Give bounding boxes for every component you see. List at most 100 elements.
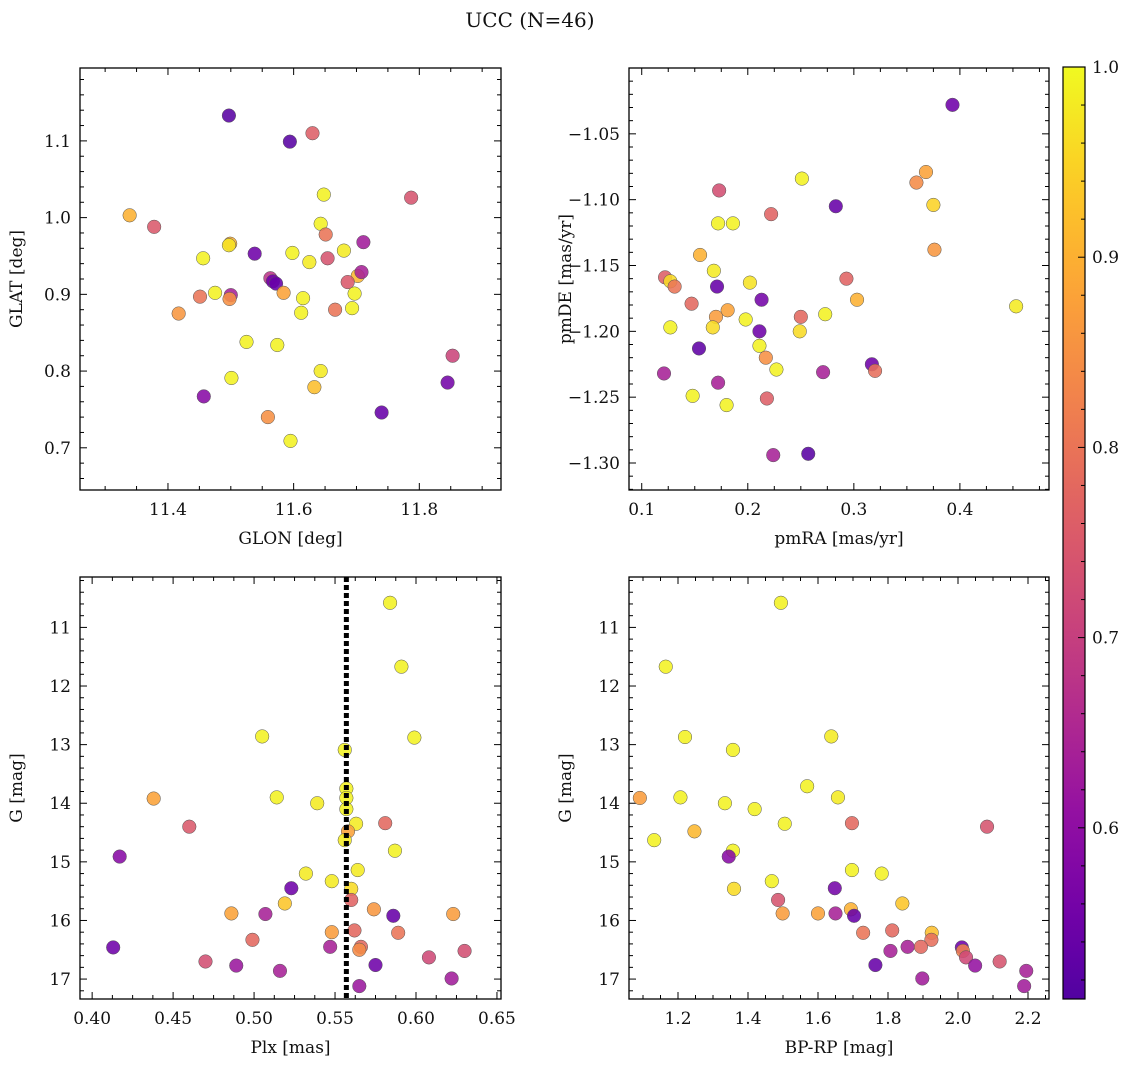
scatter-point (345, 301, 360, 316)
scatter-point (706, 263, 721, 278)
scatter-point (844, 816, 860, 831)
y-tick-label: −1.10 (568, 191, 620, 211)
scatter-point (284, 881, 299, 896)
scatter-point (685, 388, 700, 403)
x-tick-label: 2.0 (944, 1009, 971, 1029)
scatter-points (632, 595, 1034, 994)
scatter-point (927, 242, 942, 257)
scatter-point (239, 334, 254, 349)
scatter-point (310, 796, 325, 811)
scatter-point (677, 729, 693, 745)
scatter-point (771, 892, 786, 907)
scatter-point (691, 341, 707, 356)
y-tick-label: 16 (598, 911, 620, 931)
figure-title: UCC (N=46) (465, 8, 594, 32)
scatter-point (656, 366, 672, 381)
scatter-point (269, 790, 284, 805)
scatter-point (874, 866, 889, 881)
scatter-point (316, 187, 331, 202)
scatter-point (752, 338, 767, 353)
plot-frame (628, 576, 1050, 1000)
scatter-point (457, 943, 472, 958)
scatter-point (725, 216, 740, 231)
scatter-point (354, 265, 369, 280)
scatter-point (112, 849, 127, 864)
scatter-point (277, 896, 292, 911)
scatter-point (764, 207, 779, 222)
scatter-point (122, 208, 137, 223)
scatter-point (407, 730, 422, 745)
scatter-point (793, 309, 808, 324)
scatter-point (328, 302, 343, 317)
y-tick-label: 11 (49, 618, 71, 638)
scatter-point (764, 874, 779, 889)
y-axis-label: G [mag] (7, 753, 27, 822)
x-axis-label: pmRA [mas/yr] (774, 529, 903, 549)
scatter-point (647, 833, 662, 848)
scatter-point (709, 279, 725, 294)
scatter-point (198, 954, 213, 969)
x-tick-label: 0.45 (154, 1009, 192, 1029)
panel-glon_glat: 11.4 11.6 11.8 0.7 0.8 0.9 1.0 1.1 GLON [deg] GLA… (7, 67, 502, 549)
scatter-point (1017, 979, 1032, 994)
scatter-point (849, 292, 865, 307)
x-tick-label: 1.6 (804, 1009, 831, 1029)
scatter-point (336, 243, 351, 258)
scatter-point (844, 863, 860, 878)
scatter-point (229, 958, 244, 973)
scatter-point (196, 389, 211, 404)
panel-bprp_g: 1.2 1.4 1.6 1.8 2.0 2.2 11 12 13 14 15 16 17 BP-RP [m… (556, 576, 1050, 1058)
scatter-point (885, 923, 900, 938)
scatter-point (726, 881, 742, 896)
plot-frame (79, 67, 502, 491)
scatter-point (945, 97, 960, 112)
scatter-point (323, 939, 338, 954)
scatter-point (356, 235, 371, 250)
scatter-point (924, 932, 939, 947)
x-tick-label: 11.6 (275, 500, 313, 520)
scatter-point (302, 255, 317, 270)
scatter-point (754, 292, 769, 307)
scatter-point (222, 291, 237, 306)
scatter-point (245, 932, 260, 947)
scatter-point (320, 251, 335, 266)
x-tick-label: 1.2 (664, 1009, 691, 1029)
scatter-point (366, 902, 381, 917)
scatter-point (992, 954, 1007, 969)
scatter-point (313, 364, 328, 379)
scatter-point (285, 245, 300, 260)
scatter-point (918, 164, 934, 180)
scatter-point (883, 943, 898, 958)
scatter-point (182, 819, 197, 834)
scatter-point (146, 791, 161, 806)
scatter-point (913, 939, 928, 954)
scatter-point (350, 863, 365, 878)
x-tick-label: 0.60 (397, 1009, 435, 1029)
scatter-point (368, 957, 383, 973)
y-tick-label: 16 (49, 911, 71, 931)
scatter-point (255, 729, 270, 744)
scatter-point (717, 796, 732, 811)
x-axis-label: Plx [mas] (250, 1038, 330, 1058)
scatter-point (752, 324, 767, 339)
scatter-point (900, 939, 915, 954)
scatter-point (224, 370, 239, 386)
scatter-point (270, 337, 285, 353)
x-tick-label: 0.55 (316, 1009, 354, 1029)
scatter-point (747, 802, 762, 817)
scatter-point (705, 320, 720, 335)
scatter-point (792, 324, 807, 339)
y-tick-label: −1.15 (568, 257, 620, 277)
scatter-point (632, 790, 647, 806)
x-tick-label: 0.50 (235, 1009, 273, 1029)
y-tick-label: 14 (598, 794, 620, 814)
scatter-point (192, 289, 208, 304)
scatter-point (868, 957, 883, 973)
scatter-point (208, 285, 223, 300)
scatter-point (720, 303, 735, 318)
scatter-point (305, 126, 320, 141)
scatter-point (909, 175, 924, 190)
scatter-point (324, 874, 339, 889)
scatter-point (260, 410, 275, 425)
